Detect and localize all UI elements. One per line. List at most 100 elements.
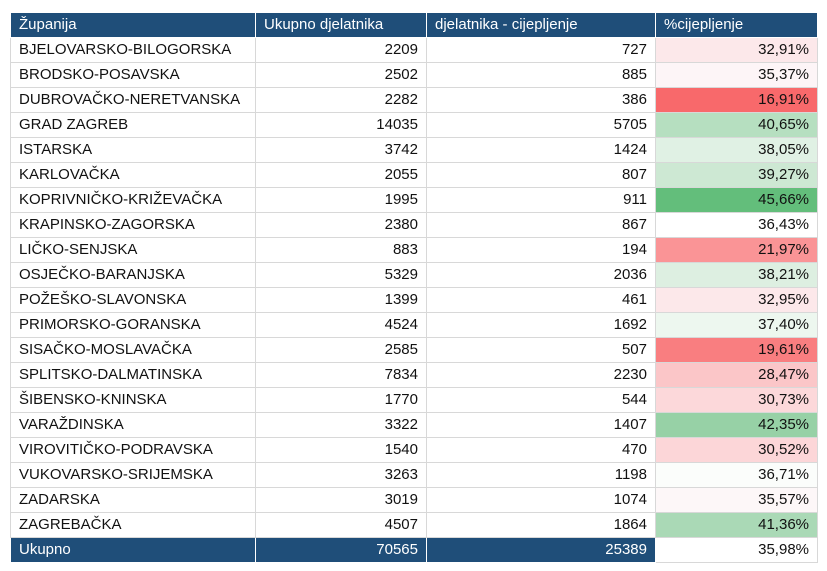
header-row: Županija Ukupno djelatnika djelatnika - … — [10, 12, 818, 38]
table-row: LIČKO-SENJSKA 883 194 21,97% — [10, 237, 818, 263]
total-employees-cell: 1540 — [255, 437, 427, 463]
county-cell: VIROVITIČKO-PODRAVSKA — [10, 437, 256, 463]
total-employees-cell: 7834 — [255, 362, 427, 388]
county-cell: KARLOVAČKA — [10, 162, 256, 188]
total-employees: 70565 — [255, 537, 427, 563]
total-employees-cell: 14035 — [255, 112, 427, 138]
vaccinated-employees-cell: 1074 — [426, 487, 656, 513]
county-cell: KRAPINSKO-ZAGORSKA — [10, 212, 256, 238]
table-row: ZAGREBAČKA 4507 1864 41,36% — [10, 512, 818, 538]
county-cell: VUKOVARSKO-SRIJEMSKA — [10, 462, 256, 488]
vaccination-percent-cell: 35,57% — [655, 487, 818, 513]
county-cell: GRAD ZAGREB — [10, 112, 256, 138]
header-total-employees: Ukupno djelatnika — [255, 12, 427, 38]
vaccination-percent-cell: 36,71% — [655, 462, 818, 488]
county-cell: OSJEČKO-BARANJSKA — [10, 262, 256, 288]
table-row: VUKOVARSKO-SRIJEMSKA 3263 1198 36,71% — [10, 462, 818, 488]
table-row: KOPRIVNIČKO-KRIŽEVAČKA 1995 911 45,66% — [10, 187, 818, 213]
table-row: SPLITSKO-DALMATINSKA 7834 2230 28,47% — [10, 362, 818, 388]
vaccination-percent-cell: 32,91% — [655, 37, 818, 63]
total-row: Ukupno 70565 25389 35,98% — [10, 537, 818, 563]
total-employees-cell: 4507 — [255, 512, 427, 538]
table-row: PRIMORSKO-GORANSKA 4524 1692 37,40% — [10, 312, 818, 338]
total-employees-cell: 2055 — [255, 162, 427, 188]
total-employees-cell: 1770 — [255, 387, 427, 413]
vaccinated-employees-cell: 194 — [426, 237, 656, 263]
county-cell: POŽEŠKO-SLAVONSKA — [10, 287, 256, 313]
table-row: KARLOVAČKA 2055 807 39,27% — [10, 162, 818, 188]
total-employees-cell: 2502 — [255, 62, 427, 88]
vaccinated-employees-cell: 1864 — [426, 512, 656, 538]
table-row: VIROVITIČKO-PODRAVSKA 1540 470 30,52% — [10, 437, 818, 463]
vaccinated-employees-cell: 1692 — [426, 312, 656, 338]
table-row: POŽEŠKO-SLAVONSKA 1399 461 32,95% — [10, 287, 818, 313]
table-row: GRAD ZAGREB 14035 5705 40,65% — [10, 112, 818, 138]
vaccinated-employees-cell: 885 — [426, 62, 656, 88]
vaccination-table: Županija Ukupno djelatnika djelatnika - … — [10, 12, 818, 563]
total-employees-cell: 5329 — [255, 262, 427, 288]
vaccination-percent-cell: 38,05% — [655, 137, 818, 163]
county-cell: ŠIBENSKO-KNINSKA — [10, 387, 256, 413]
vaccinated-employees-cell: 470 — [426, 437, 656, 463]
vaccination-percent-cell: 37,40% — [655, 312, 818, 338]
total-employees-cell: 1995 — [255, 187, 427, 213]
vaccinated-employees-cell: 867 — [426, 212, 656, 238]
total-employees-cell: 4524 — [255, 312, 427, 338]
table-row: ZADARSKA 3019 1074 35,57% — [10, 487, 818, 513]
total-employees-cell: 3019 — [255, 487, 427, 513]
vaccinated-employees-cell: 507 — [426, 337, 656, 363]
vaccinated-employees-cell: 386 — [426, 87, 656, 113]
vaccination-percent-cell: 35,37% — [655, 62, 818, 88]
table-row: KRAPINSKO-ZAGORSKA 2380 867 36,43% — [10, 212, 818, 238]
vaccinated-employees-cell: 1407 — [426, 412, 656, 438]
table-row: SISAČKO-MOSLAVAČKA 2585 507 19,61% — [10, 337, 818, 363]
county-cell: KOPRIVNIČKO-KRIŽEVAČKA — [10, 187, 256, 213]
county-cell: SPLITSKO-DALMATINSKA — [10, 362, 256, 388]
vaccinated-employees-cell: 2036 — [426, 262, 656, 288]
vaccinated-employees-cell: 727 — [426, 37, 656, 63]
county-cell: LIČKO-SENJSKA — [10, 237, 256, 263]
county-cell: PRIMORSKO-GORANSKA — [10, 312, 256, 338]
vaccination-percent-cell: 16,91% — [655, 87, 818, 113]
total-label: Ukupno — [10, 537, 256, 563]
table-row: BRODSKO-POSAVSKA 2502 885 35,37% — [10, 62, 818, 88]
vaccination-percent-cell: 45,66% — [655, 187, 818, 213]
vaccination-percent-cell: 21,97% — [655, 237, 818, 263]
header-vaccination-percent: %cijepljenje — [655, 12, 818, 38]
vaccination-percent-cell: 30,52% — [655, 437, 818, 463]
total-percent: 35,98% — [655, 537, 818, 563]
vaccination-percent-cell: 41,36% — [655, 512, 818, 538]
vaccinated-employees-cell: 5705 — [426, 112, 656, 138]
vaccination-percent-cell: 38,21% — [655, 262, 818, 288]
total-vaccinated: 25389 — [426, 537, 656, 563]
county-cell: ZAGREBAČKA — [10, 512, 256, 538]
county-cell: DUBROVAČKO-NERETVANSKA — [10, 87, 256, 113]
total-employees-cell: 883 — [255, 237, 427, 263]
county-cell: SISAČKO-MOSLAVAČKA — [10, 337, 256, 363]
total-employees-cell: 3742 — [255, 137, 427, 163]
vaccinated-employees-cell: 1198 — [426, 462, 656, 488]
table-body: BJELOVARSKO-BILOGORSKA 2209 727 32,91% BRODS… — [10, 37, 818, 538]
table-row: OSJEČKO-BARANJSKA 5329 2036 38,21% — [10, 262, 818, 288]
total-employees-cell: 2282 — [255, 87, 427, 113]
vaccinated-employees-cell: 2230 — [426, 362, 656, 388]
vaccination-percent-cell: 32,95% — [655, 287, 818, 313]
table-row: BJELOVARSKO-BILOGORSKA 2209 727 32,91% — [10, 37, 818, 63]
table-row: DUBROVAČKO-NERETVANSKA 2282 386 16,91% — [10, 87, 818, 113]
county-cell: ISTARSKA — [10, 137, 256, 163]
total-employees-cell: 2380 — [255, 212, 427, 238]
vaccinated-employees-cell: 1424 — [426, 137, 656, 163]
vaccinated-employees-cell: 911 — [426, 187, 656, 213]
vaccination-table-container: Županija Ukupno djelatnika djelatnika - … — [10, 12, 818, 563]
vaccination-percent-cell: 39,27% — [655, 162, 818, 188]
table-row: ISTARSKA 3742 1424 38,05% — [10, 137, 818, 163]
vaccination-percent-cell: 36,43% — [655, 212, 818, 238]
vaccination-percent-cell: 40,65% — [655, 112, 818, 138]
total-employees-cell: 2585 — [255, 337, 427, 363]
vaccinated-employees-cell: 544 — [426, 387, 656, 413]
vaccination-percent-cell: 28,47% — [655, 362, 818, 388]
total-employees-cell: 1399 — [255, 287, 427, 313]
total-employees-cell: 3322 — [255, 412, 427, 438]
header-vaccinated-employees: djelatnika - cijepljenje — [426, 12, 656, 38]
county-cell: BJELOVARSKO-BILOGORSKA — [10, 37, 256, 63]
